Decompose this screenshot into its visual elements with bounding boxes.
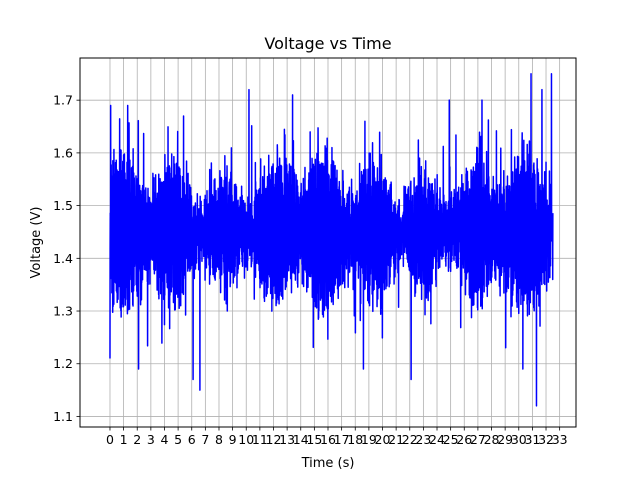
x-tick-label: 19 bbox=[361, 432, 377, 447]
y-tick-label: 1.6 bbox=[53, 145, 73, 160]
x-tick-label: 20 bbox=[375, 432, 391, 447]
y-tick-label: 1.1 bbox=[53, 409, 73, 424]
x-tick-label: 5 bbox=[174, 432, 182, 447]
x-tick-label: 13 bbox=[279, 432, 295, 447]
x-tick-label: 21 bbox=[388, 432, 404, 447]
x-tick-label: 1 bbox=[120, 432, 128, 447]
x-tick-label: 32 bbox=[538, 432, 554, 447]
x-tick-label: 31 bbox=[524, 432, 540, 447]
x-tick-label: 26 bbox=[456, 432, 472, 447]
x-tick-label: 12 bbox=[266, 432, 282, 447]
y-tick-label: 1.5 bbox=[53, 198, 73, 213]
x-tick-label: 27 bbox=[470, 432, 486, 447]
y-tick-label: 1.7 bbox=[53, 93, 73, 108]
x-tick-label: 14 bbox=[293, 432, 309, 447]
x-tick-label: 7 bbox=[201, 432, 209, 447]
x-tick-label: 33 bbox=[552, 432, 568, 447]
x-tick-label: 29 bbox=[497, 432, 513, 447]
x-tick-label: 0 bbox=[106, 432, 114, 447]
series-layer bbox=[109, 73, 554, 407]
x-tick-label: 25 bbox=[443, 432, 459, 447]
x-tick-label: 2 bbox=[133, 432, 141, 447]
x-tick-label: 11 bbox=[252, 432, 268, 447]
x-tick-label: 15 bbox=[306, 432, 322, 447]
x-tick-label: 8 bbox=[215, 432, 223, 447]
x-tick-label: 3 bbox=[147, 432, 155, 447]
x-tick-label: 22 bbox=[402, 432, 418, 447]
x-tick-label: 24 bbox=[429, 432, 445, 447]
chart-title: Voltage vs Time bbox=[264, 34, 391, 53]
x-tick-label: 18 bbox=[347, 432, 363, 447]
y-tick-label: 1.3 bbox=[53, 304, 73, 319]
x-tick-label: 28 bbox=[484, 432, 500, 447]
x-axis-label: Time (s) bbox=[301, 456, 355, 471]
x-tick-label: 16 bbox=[320, 432, 336, 447]
x-tick-label: 4 bbox=[161, 432, 169, 447]
x-tick-label: 10 bbox=[238, 432, 254, 447]
y-axis-label: Voltage (V) bbox=[29, 207, 44, 279]
voltage-series-line bbox=[109, 73, 554, 407]
y-tick-label: 1.4 bbox=[53, 251, 73, 266]
x-tick-label: 23 bbox=[415, 432, 431, 447]
x-tick-label: 17 bbox=[334, 432, 350, 447]
x-tick-label: 9 bbox=[229, 432, 237, 447]
ticks-layer: 0 1 2 3 4 5 6 7 8 9 101112131415161718192021222324… bbox=[53, 93, 567, 447]
y-tick-label: 1.2 bbox=[53, 356, 73, 371]
x-tick-label: 30 bbox=[511, 432, 527, 447]
x-tick-label: 6 bbox=[188, 432, 196, 447]
